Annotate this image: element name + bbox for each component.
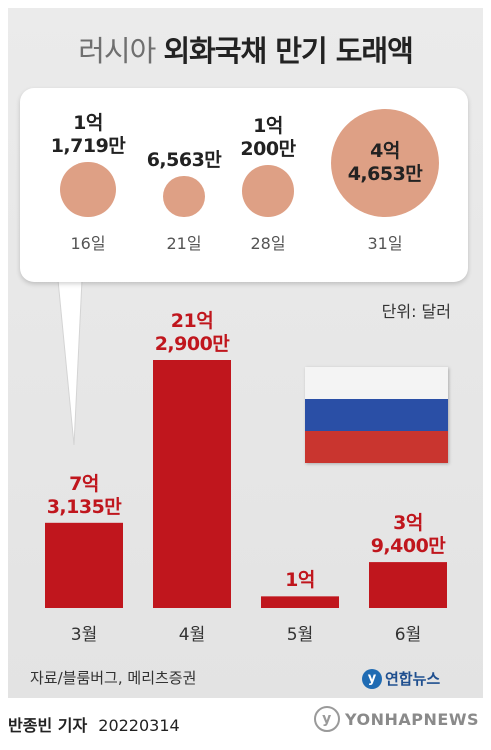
bar-value-label: 3억 9,400만 <box>348 512 468 558</box>
day-label: 16일 <box>70 234 106 253</box>
byline-author: 반종빈 기자 <box>8 716 88 735</box>
bubble-value-line: 1억 <box>253 115 283 138</box>
bubble-value-label: 1억 1,719만 <box>33 112 143 158</box>
day-label: 28일 <box>250 234 286 253</box>
bubble-4 <box>331 109 439 217</box>
bar-value-label: 1억 <box>240 569 360 592</box>
bubble-value-line: 4억 <box>370 140 400 162</box>
bar-4 <box>369 562 447 608</box>
title-bold: 외화국채 만기 도래액 <box>163 34 413 68</box>
bar-value-line: 3억 <box>393 512 423 535</box>
bubble-value-line: 1억 <box>73 111 103 134</box>
russia-flag <box>305 367 448 463</box>
watermark-text: YONHAPNEWS <box>345 709 479 729</box>
watermark-icon: y <box>314 706 340 732</box>
yonhap-logo: y 연합뉴스 <box>362 668 440 689</box>
chart-title: 러시아 외화국채 만기 도래액 <box>8 28 483 70</box>
day-label: 21일 <box>166 234 202 253</box>
bar-value-line: 21억 <box>170 310 214 332</box>
unit-label: 단위: 달러 <box>381 302 451 321</box>
bubble-value-line: 1,719만 <box>50 134 126 157</box>
bubble-value-line: 6,563만 <box>146 148 222 171</box>
bubble-2 <box>163 175 205 217</box>
bar-value-line: 1억 <box>285 569 315 592</box>
flag-white-stripe <box>305 367 448 399</box>
bar-value-line: 2,900만 <box>154 333 230 355</box>
watermark: y YONHAPNEWS <box>314 706 479 732</box>
flag-red-stripe <box>305 431 448 463</box>
month-label: 5월 <box>286 625 314 645</box>
bubble-value-line: 4,653만 <box>347 163 423 185</box>
bar-2 <box>153 360 231 608</box>
bar-value-label: 21억 2,900만 <box>132 310 252 356</box>
bubble-1 <box>60 161 116 217</box>
yonhap-logo-text: 연합뉴스 <box>385 670 441 688</box>
bar-value-line: 7억 <box>69 472 99 495</box>
bubble-value-line: 200만 <box>240 138 296 161</box>
bubble-3 <box>242 165 294 217</box>
byline-date: 20220314 <box>98 716 180 735</box>
byline: 반종빈 기자 20220314 <box>8 712 180 736</box>
month-label: 6월 <box>394 625 422 645</box>
day-label: 31일 <box>367 234 403 253</box>
bar-1 <box>45 522 123 608</box>
bubble-value-label: 4억 4,653만 <box>330 140 440 186</box>
bar-value-line: 3,135만 <box>46 495 122 518</box>
bubble-value-label: 1억 200만 <box>213 115 323 161</box>
flag-blue-stripe <box>305 399 448 431</box>
bar-value-label: 7억 3,135만 <box>24 473 144 519</box>
title-light: 러시아 <box>78 34 156 68</box>
bar-3 <box>261 596 339 608</box>
bar-value-line: 9,400만 <box>370 535 446 558</box>
bubble-value-label: 6,563만 <box>129 149 239 172</box>
month-label: 4월 <box>178 625 206 645</box>
month-label: 3월 <box>70 625 98 645</box>
yonhap-logo-icon: y <box>362 668 382 689</box>
source-note: 자료/블룸버그, 메리츠증권 <box>30 669 197 687</box>
